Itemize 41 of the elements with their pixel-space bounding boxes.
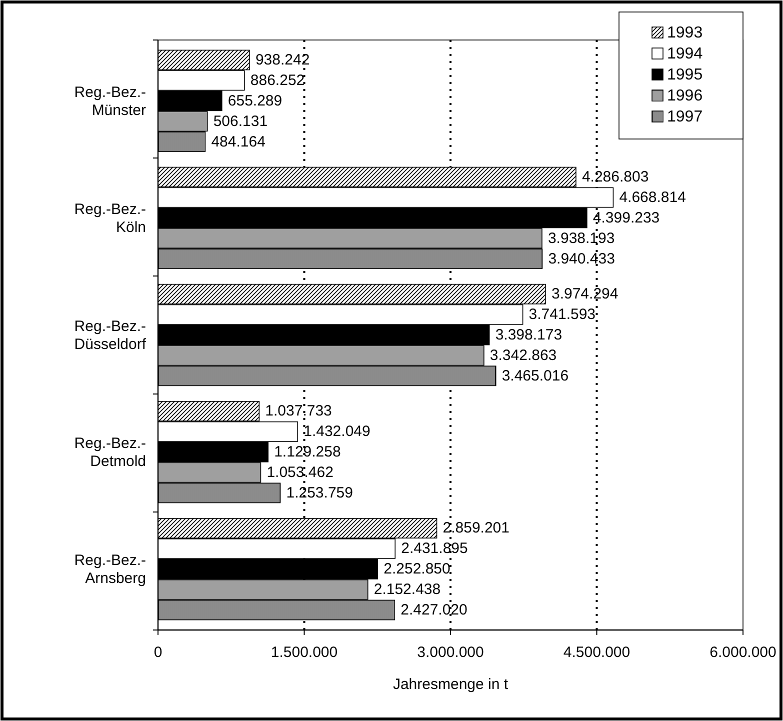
legend-label: 1995 — [667, 66, 703, 84]
data-label: 3.342.863 — [490, 346, 557, 364]
data-label: 3.741.593 — [528, 306, 596, 324]
data-label: 1.253.759 — [286, 484, 353, 502]
y-tick-label: Reg.-Bez.- Arnsberg — [74, 552, 146, 587]
data-label: 2.859.201 — [442, 520, 510, 537]
data-label: 886.252 — [250, 72, 305, 89]
data-label: 2.252.850 — [384, 560, 450, 578]
y-tick-label: Reg.-Bez.- Münster — [74, 83, 146, 118]
data-label: 3.465.016 — [502, 367, 569, 384]
data-label: 3.398.173 — [495, 326, 562, 344]
data-label: 1.037.733 — [265, 402, 332, 420]
data-label: 484.164 — [211, 133, 266, 150]
legend-label: 1997 — [667, 108, 703, 126]
data-label: 2.427.020 — [400, 602, 468, 619]
data-label: 655.289 — [228, 92, 282, 110]
data-label: 938.242 — [255, 51, 310, 68]
legend-label: 1996 — [667, 88, 703, 104]
x-axis-title: Jahresmenge in t — [392, 676, 509, 693]
legend-label: 1994 — [667, 46, 703, 62]
data-label: 1.053.462 — [266, 464, 334, 482]
x-tick-label: 6.000.000 — [710, 644, 776, 661]
data-label: 3.938.193 — [548, 230, 615, 247]
data-label: 4.668.814 — [619, 188, 686, 206]
data-label: 4.286.803 — [582, 168, 649, 186]
legend-label: 1993 — [667, 24, 703, 42]
x-tick-label: 1.500.000 — [270, 644, 338, 661]
data-label: 506.131 — [213, 112, 268, 130]
data-label: 2.152.438 — [374, 581, 441, 598]
x-tick-label: 0 — [154, 644, 162, 661]
data-label: 3.940.433 — [548, 250, 615, 268]
data-label: 2.431.895 — [401, 540, 468, 558]
y-tick-label: Reg.-Bez.- Detmold — [74, 434, 146, 470]
y-tick-label: Reg.-Bez.- Düsseldorf — [74, 318, 147, 352]
x-tick-label: 3.000.000 — [417, 644, 484, 661]
x-tick-label: 4.500.000 — [563, 644, 630, 661]
data-label: 1.432.049 — [304, 423, 370, 440]
data-label: 3.974.294 — [551, 286, 618, 303]
data-label: 4.399.233 — [592, 209, 660, 226]
y-tick-label: Reg.-Bez.- Köln — [74, 200, 146, 236]
data-label: 1.129.258 — [274, 444, 341, 461]
